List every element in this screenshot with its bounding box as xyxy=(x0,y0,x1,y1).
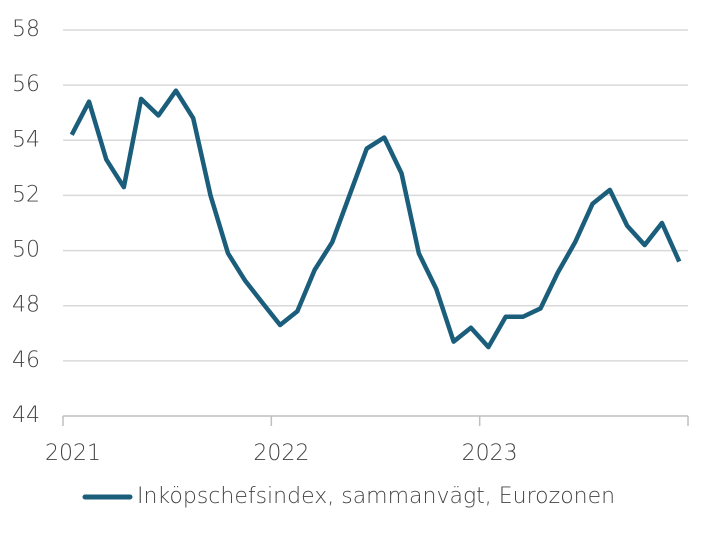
y-tick-label: 52 xyxy=(12,182,40,207)
y-tick-label: 58 xyxy=(12,17,40,42)
legend-label: Inköpschefsindex, sammanvägt, Eurozonen xyxy=(137,484,615,509)
y-tick-label: 50 xyxy=(12,238,40,263)
y-tick-label: 44 xyxy=(12,403,40,428)
y-tick-label: 46 xyxy=(12,348,40,373)
x-tick-label: 2021 xyxy=(45,441,101,466)
y-tick-label: 48 xyxy=(12,293,40,318)
y-tick-label: 54 xyxy=(12,127,40,152)
x-tick-label: 2022 xyxy=(253,441,309,466)
y-tick-label: 56 xyxy=(12,72,40,97)
x-tick-label: 2023 xyxy=(462,441,518,466)
line xyxy=(69,88,682,350)
